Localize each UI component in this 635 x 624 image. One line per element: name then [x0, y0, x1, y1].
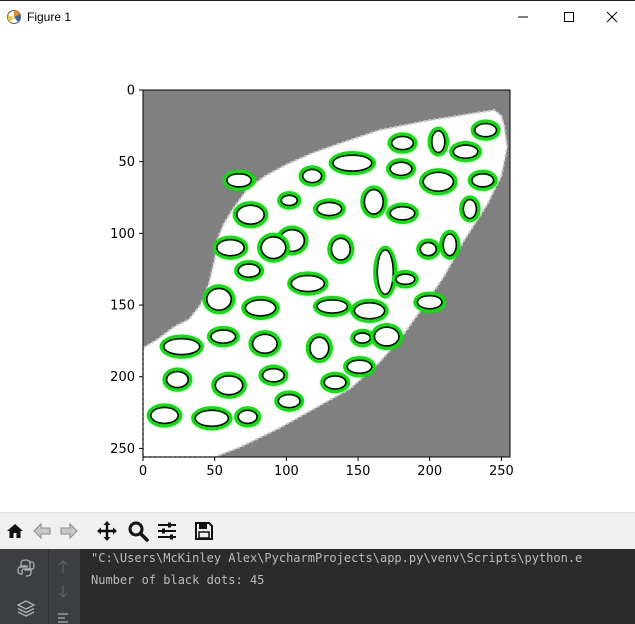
figure-canvas[interactable]: 0 50 100 150 200 250 0 50 100 150 200 250 — [0, 32, 635, 512]
y-tick-label-4: 200 — [110, 370, 135, 385]
y-tick-label-3: 150 — [110, 299, 135, 314]
dot-center-5 — [333, 155, 371, 171]
dot-center-8 — [303, 170, 321, 182]
console-sidebar — [0, 549, 80, 624]
dot-center-43 — [151, 408, 178, 423]
dot-center-6 — [391, 163, 412, 175]
scroll-up-icon[interactable] — [56, 559, 70, 575]
configure-subplots-icon — [158, 522, 176, 540]
dot-center-27 — [207, 289, 231, 310]
dot-center-44 — [196, 411, 228, 426]
y-tick-label-2: 100 — [110, 227, 135, 242]
soft-wrap-icon[interactable] — [56, 611, 70, 624]
dot-center-11 — [282, 196, 297, 205]
y-tick-label-1: 50 — [118, 155, 135, 170]
save-icon — [195, 522, 213, 540]
dot-center-2 — [432, 131, 445, 152]
dot-center-30 — [355, 303, 384, 318]
dot-center-23 — [378, 250, 393, 294]
pan-button[interactable] — [95, 519, 119, 543]
x-tick-label-5: 250 — [489, 464, 514, 479]
dot-center-16 — [464, 200, 476, 218]
dot-center-45 — [239, 411, 257, 423]
y-tick-label-0: 0 — [127, 84, 135, 99]
close-icon — [606, 11, 618, 22]
x-tick-label-4: 200 — [417, 464, 442, 479]
window-title: Figure 1 — [27, 10, 72, 24]
pan-icon — [97, 521, 117, 541]
maximize-button[interactable] — [546, 1, 592, 32]
dot-center-32 — [211, 330, 235, 343]
close-button[interactable] — [589, 1, 635, 32]
dot-center-24 — [239, 264, 260, 277]
dot-center-40 — [263, 369, 284, 382]
dot-center-12 — [365, 190, 383, 214]
dot-center-7 — [227, 174, 251, 187]
python-icon[interactable] — [16, 558, 36, 578]
dot-center-41 — [325, 376, 346, 389]
minimize-icon — [518, 16, 528, 17]
dot-center-29 — [317, 300, 347, 313]
dot-center-20 — [332, 239, 350, 260]
navigation-toolbar — [0, 512, 635, 549]
dot-center-22 — [444, 234, 456, 255]
matplotlib-app-icon — [7, 10, 21, 24]
dot-center-19 — [261, 237, 285, 258]
dot-center-28 — [246, 300, 275, 316]
back-button[interactable] — [30, 519, 54, 543]
back-arrow-icon — [33, 522, 51, 540]
console-command-line: "C:\Users\McKinley Alex\PycharmProjects\… — [91, 551, 583, 565]
dot-center-37 — [375, 327, 399, 346]
dot-center-46 — [279, 395, 300, 407]
dot-center-38 — [167, 372, 188, 387]
dot-center-36 — [355, 333, 370, 343]
dot-center-34 — [253, 335, 277, 353]
x-tick-label-2: 100 — [274, 464, 299, 479]
dot-center-3 — [475, 124, 496, 136]
x-tick-label-3: 150 — [346, 464, 371, 479]
dot-center-39 — [216, 376, 242, 394]
forward-button[interactable] — [57, 519, 81, 543]
x-tick-label-0: 0 — [139, 464, 147, 479]
image-plot[interactable]: 0 50 100 150 200 250 0 50 100 150 200 250 — [0, 32, 635, 512]
zoom-button[interactable] — [126, 519, 150, 543]
dot-center-26 — [292, 276, 324, 291]
home-button[interactable] — [3, 519, 27, 543]
axes-frame — [142, 89, 511, 458]
configure-subplots-button[interactable] — [155, 519, 179, 543]
dot-center-10 — [472, 174, 493, 187]
forward-arrow-icon — [60, 522, 78, 540]
dot-center-18 — [217, 240, 244, 255]
dot-center-42 — [348, 360, 371, 373]
minimize-button[interactable] — [500, 1, 546, 32]
y-tick-label-5: 250 — [110, 442, 135, 457]
scroll-down-icon[interactable] — [56, 583, 70, 599]
maximize-icon — [564, 11, 574, 22]
x-tick-label-1: 50 — [206, 464, 223, 479]
window-titlebar: Figure 1 — [0, 0, 635, 32]
dot-center-31 — [418, 296, 442, 308]
dot-center-9 — [423, 173, 453, 191]
dot-center-21 — [421, 243, 436, 255]
dot-center-35 — [310, 338, 328, 359]
dot-center-25 — [396, 274, 414, 284]
dot-center-15 — [391, 207, 414, 220]
save-button[interactable] — [192, 519, 216, 543]
dot-center-4 — [454, 145, 478, 158]
layers-icon[interactable] — [16, 598, 36, 618]
home-icon — [7, 524, 23, 538]
run-console: "C:\Users\McKinley Alex\PycharmProjects\… — [0, 549, 635, 624]
dot-center-13 — [317, 203, 341, 215]
console-output-line: Number of black dots: 45 — [91, 573, 265, 587]
zoom-icon — [128, 521, 149, 542]
dot-center-33 — [164, 339, 199, 354]
dot-center-14 — [237, 206, 264, 224]
dot-center-1 — [392, 137, 413, 149]
